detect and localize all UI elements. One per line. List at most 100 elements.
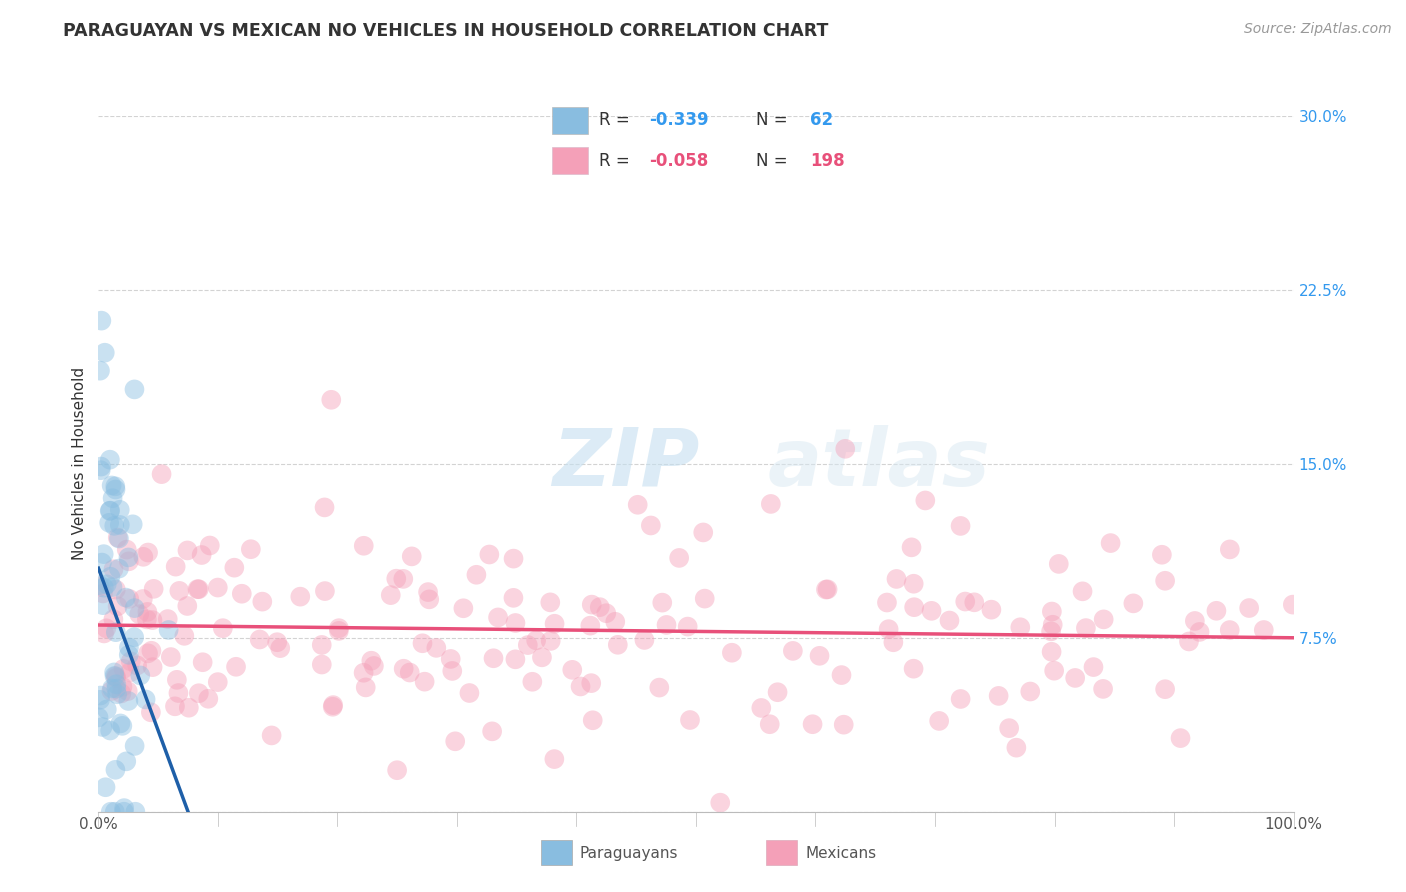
Point bbox=[832, 717, 855, 731]
Point bbox=[655, 618, 678, 632]
Point bbox=[938, 614, 960, 628]
Point bbox=[987, 689, 1010, 703]
Point bbox=[928, 714, 950, 728]
Point bbox=[385, 572, 408, 586]
Point bbox=[1219, 542, 1241, 557]
Point bbox=[135, 612, 157, 626]
Point bbox=[112, 805, 135, 819]
Point bbox=[882, 635, 904, 649]
Point bbox=[100, 684, 122, 698]
Point bbox=[139, 706, 162, 720]
Point bbox=[766, 685, 789, 699]
Point bbox=[90, 556, 112, 570]
Point bbox=[876, 595, 898, 609]
Point bbox=[108, 517, 131, 532]
Point bbox=[105, 677, 128, 691]
Point bbox=[107, 531, 129, 545]
Point bbox=[311, 638, 333, 652]
Point bbox=[759, 497, 782, 511]
Point bbox=[458, 686, 481, 700]
Point bbox=[169, 583, 191, 598]
Point bbox=[505, 652, 527, 666]
Text: -0.058: -0.058 bbox=[650, 152, 709, 169]
Point bbox=[165, 559, 187, 574]
Point bbox=[401, 549, 423, 564]
Point bbox=[96, 702, 118, 716]
Point bbox=[668, 550, 690, 565]
Point bbox=[418, 592, 440, 607]
Point bbox=[502, 591, 524, 605]
Point bbox=[249, 632, 271, 647]
Point bbox=[1184, 614, 1206, 628]
Point bbox=[157, 623, 180, 637]
Text: N =: N = bbox=[756, 152, 793, 169]
Point bbox=[117, 684, 139, 698]
Point bbox=[651, 596, 673, 610]
Point bbox=[98, 723, 121, 738]
Point bbox=[89, 578, 111, 592]
Point bbox=[482, 651, 505, 665]
Point bbox=[186, 582, 208, 596]
Point bbox=[581, 598, 603, 612]
Point bbox=[104, 483, 127, 497]
Point bbox=[98, 452, 121, 467]
Point bbox=[190, 548, 212, 562]
Point bbox=[135, 692, 157, 706]
Text: R =: R = bbox=[599, 152, 634, 169]
Point bbox=[103, 562, 125, 576]
Point bbox=[198, 539, 221, 553]
Point bbox=[903, 576, 925, 591]
Point bbox=[101, 681, 124, 696]
Point bbox=[1083, 660, 1105, 674]
Point bbox=[963, 595, 986, 609]
Point bbox=[166, 673, 188, 687]
Point bbox=[392, 572, 415, 586]
Point bbox=[104, 625, 127, 640]
Point bbox=[91, 720, 114, 734]
Point bbox=[104, 763, 127, 777]
Point bbox=[132, 549, 155, 564]
Point bbox=[96, 621, 118, 635]
Point bbox=[955, 594, 977, 608]
Point bbox=[150, 467, 173, 482]
Point bbox=[353, 665, 375, 680]
Point bbox=[118, 648, 141, 662]
Text: -0.339: -0.339 bbox=[650, 112, 709, 129]
Point bbox=[709, 796, 731, 810]
Point bbox=[90, 313, 112, 327]
Point bbox=[93, 581, 115, 595]
Point bbox=[167, 686, 190, 700]
Point bbox=[416, 585, 439, 599]
Point bbox=[538, 595, 561, 609]
Point bbox=[444, 734, 467, 748]
Point bbox=[411, 636, 433, 650]
Point bbox=[921, 604, 943, 618]
Point bbox=[266, 635, 288, 649]
Point bbox=[1188, 624, 1211, 639]
Point bbox=[579, 618, 602, 632]
Point bbox=[124, 739, 146, 753]
Point bbox=[543, 616, 565, 631]
Point bbox=[176, 599, 198, 613]
Point bbox=[1237, 601, 1260, 615]
Text: ZIP: ZIP bbox=[553, 425, 700, 503]
Point bbox=[692, 525, 714, 540]
Point bbox=[949, 519, 972, 533]
Point bbox=[360, 654, 382, 668]
Point bbox=[441, 664, 464, 678]
Point bbox=[385, 763, 408, 777]
Point bbox=[114, 591, 136, 605]
Point bbox=[606, 638, 628, 652]
Text: Source: ZipAtlas.com: Source: ZipAtlas.com bbox=[1244, 22, 1392, 37]
Point bbox=[640, 518, 662, 533]
Point bbox=[1040, 624, 1063, 639]
Point bbox=[207, 675, 229, 690]
Text: atlas: atlas bbox=[768, 425, 990, 503]
Point bbox=[129, 668, 152, 682]
Point bbox=[121, 517, 143, 532]
Point bbox=[90, 463, 112, 477]
Point bbox=[107, 599, 129, 614]
Point bbox=[1099, 536, 1122, 550]
Point bbox=[239, 542, 262, 557]
Point bbox=[1178, 634, 1201, 648]
